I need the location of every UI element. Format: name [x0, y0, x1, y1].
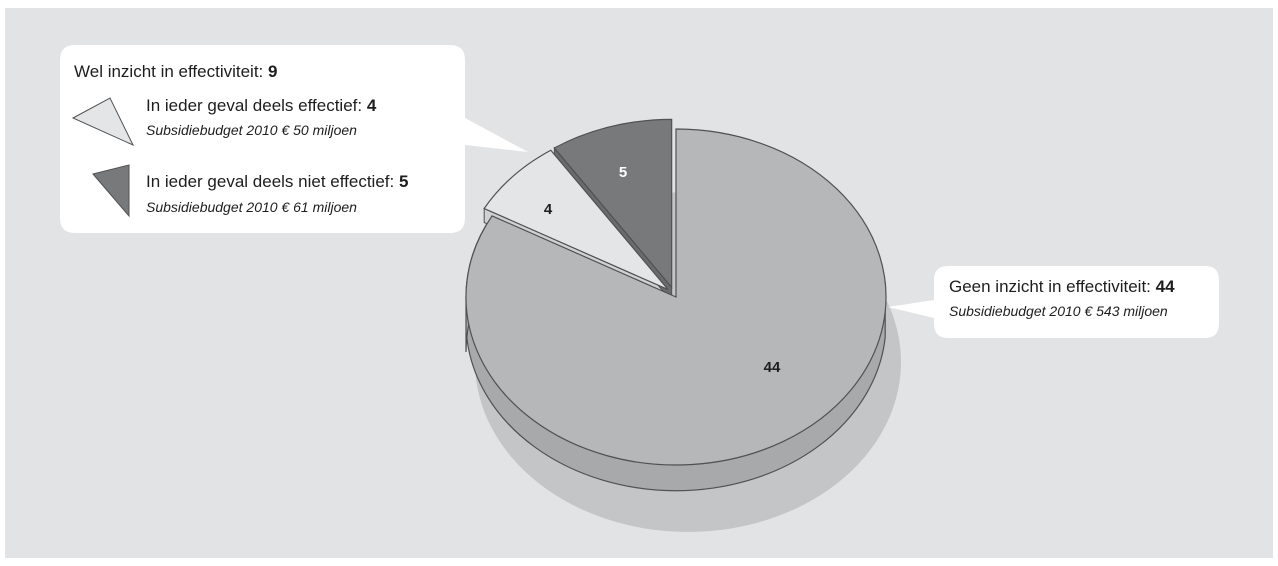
legend-label-effective: In ieder geval deels effectief: 4: [146, 96, 377, 115]
legend-sub-not-effective: Subsidiebudget 2010 € 61 miljoen: [146, 199, 357, 215]
no-insight-callout-sub: Subsidiebudget 2010 € 543 miljoen: [949, 303, 1168, 319]
pie-tops: [465, 118, 887, 466]
legend-swatch-not-effective: [92, 164, 130, 218]
group-callout-title: Wel inzicht in effectiviteit: 9: [74, 62, 277, 81]
left-callout-box: [60, 45, 528, 233]
pie-slice-5: [553, 118, 673, 289]
slice-label-44: 44: [764, 359, 781, 376]
pie-slice-44: [465, 128, 887, 466]
legend-label-not-effective: In ieder geval deels niet effectief: 5: [146, 172, 408, 191]
no-insight-callout-title: Geen inzicht in effectiviteit: 44: [949, 277, 1175, 296]
slice-label-4: 4: [544, 201, 553, 218]
pie-slice-4: [483, 149, 669, 291]
slice-label-5: 5: [619, 164, 627, 181]
legend-swatch-effective: [71, 97, 135, 147]
right-callout-box: [888, 266, 1219, 338]
legend-sub-effective: Subsidiebudget 2010 € 50 miljoen: [146, 122, 357, 138]
